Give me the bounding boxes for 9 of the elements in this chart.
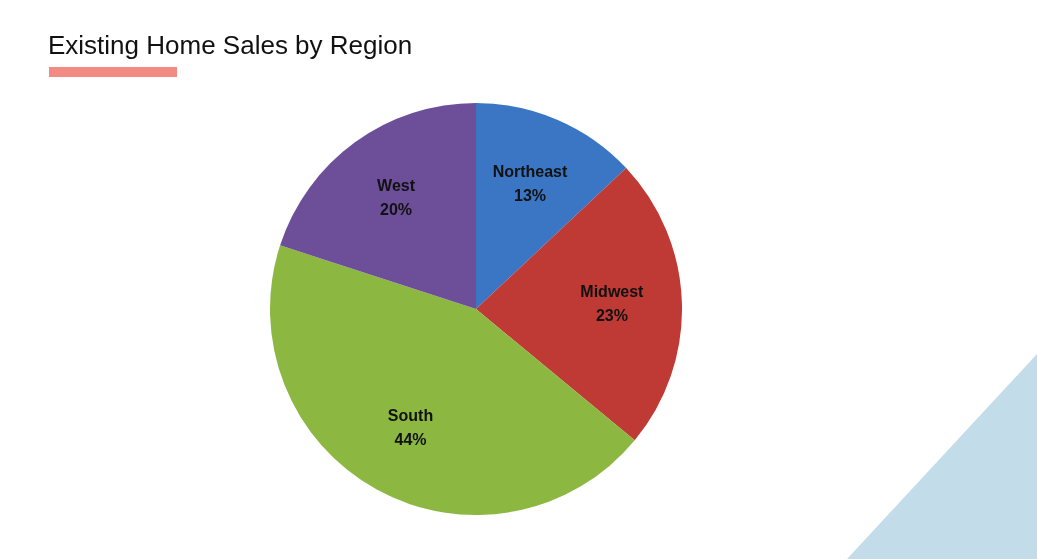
data-label: 23% bbox=[595, 307, 628, 325]
data-label: 20% bbox=[380, 201, 413, 219]
data-label: 44% bbox=[394, 430, 427, 448]
slice-label: Midwest bbox=[580, 283, 645, 301]
slice-label: South bbox=[387, 406, 434, 424]
chart-title: Existing Home Sales by Region bbox=[48, 30, 413, 61]
data-label: 13% bbox=[513, 186, 547, 204]
slice-label: Northeast bbox=[492, 162, 568, 180]
slice-label: West bbox=[377, 177, 416, 195]
